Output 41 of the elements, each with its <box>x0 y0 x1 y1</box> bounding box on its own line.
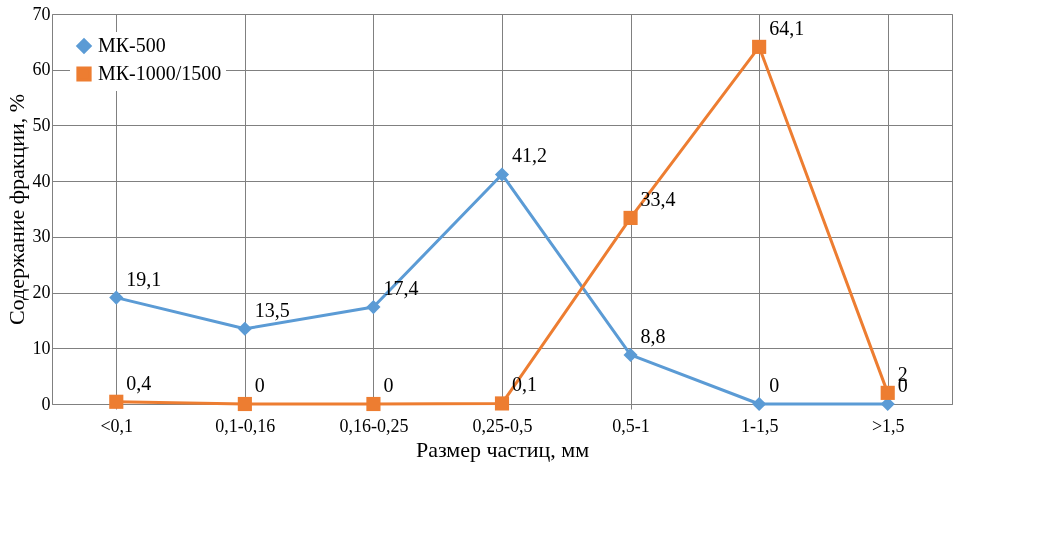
point <box>109 290 124 305</box>
point <box>366 299 381 315</box>
data-label: 0,4 <box>126 371 152 394</box>
point <box>880 385 895 400</box>
point <box>623 347 638 363</box>
y-tick-label: 10 <box>32 337 51 358</box>
y-tick-label: 40 <box>32 170 51 191</box>
x-tick-label: 0,5-1 <box>612 415 650 436</box>
x-tick-label: 1-1,5 <box>740 415 779 436</box>
data-label: 13,5 <box>254 298 290 321</box>
x-tick-label: 0,16-0,25 <box>339 415 409 436</box>
y-tick-label: 20 <box>32 282 51 303</box>
x-tick-label: <0,1 <box>100 415 134 436</box>
y-tick-label: 70 <box>32 3 51 24</box>
data-label: 0 <box>254 374 265 396</box>
point <box>752 39 767 54</box>
x-tick-label: >1,5 <box>871 415 905 436</box>
x-axis-title: Размер частиц, мм <box>415 436 590 462</box>
point <box>494 396 510 411</box>
point <box>494 167 510 182</box>
point <box>752 396 767 412</box>
data-label: 0 <box>769 374 780 396</box>
y-tick-label: 60 <box>32 59 51 80</box>
data-label: 0 <box>383 374 394 396</box>
data-label: 8,8 <box>640 324 666 347</box>
x-tick-label: 0,1-0,16 <box>215 415 276 436</box>
point <box>623 210 638 225</box>
y-tick-label: 0 <box>41 393 51 414</box>
point <box>237 396 252 412</box>
x-tick-label: 0,25-0,5 <box>472 415 533 436</box>
point <box>109 394 124 409</box>
data-label: 64,1 <box>769 16 805 39</box>
point <box>366 396 381 412</box>
legend-label: МК-500 <box>98 34 166 56</box>
y-axis-title: Содержание фракции, % <box>3 93 29 326</box>
legend-label: МК-1000/1500 <box>98 62 222 84</box>
data-label: 41,2 <box>512 144 547 167</box>
y-tick-label: 50 <box>32 114 51 135</box>
point <box>237 321 252 336</box>
y-tick-label: 30 <box>32 226 51 247</box>
data-label: 19,1 <box>126 267 162 290</box>
